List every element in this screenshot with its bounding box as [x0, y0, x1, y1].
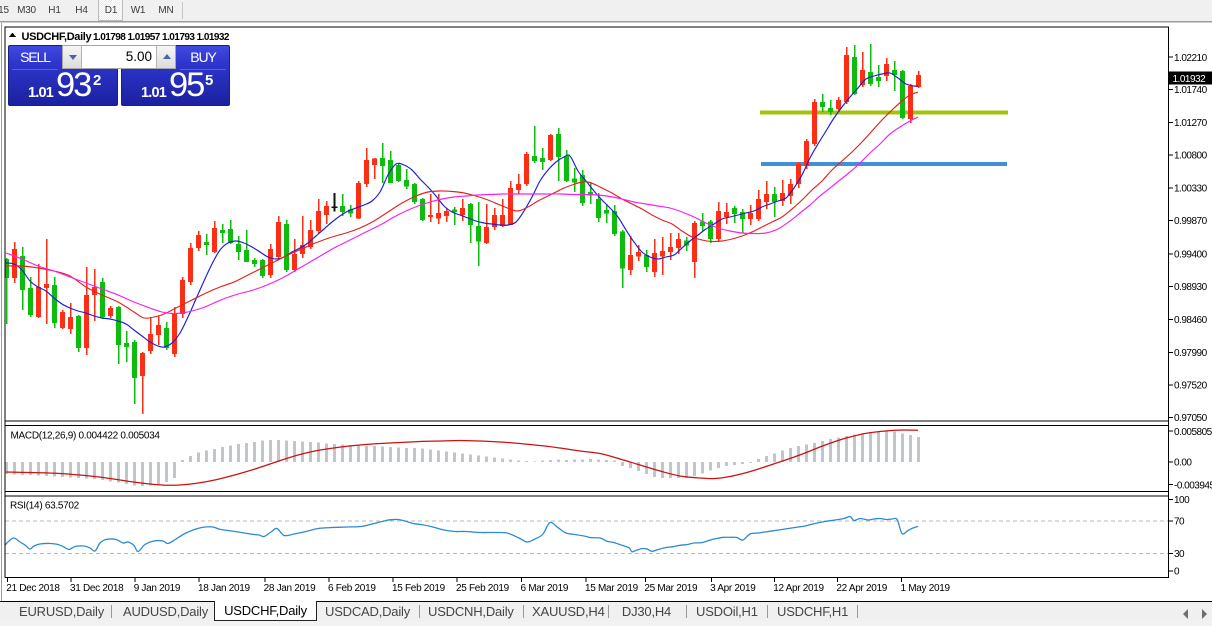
- svg-text:0.97990: 0.97990: [1174, 348, 1208, 359]
- svg-text:0.00: 0.00: [1174, 458, 1192, 469]
- svg-text:0.98930: 0.98930: [1174, 282, 1208, 293]
- svg-text:RSI(14) 63.5702: RSI(14) 63.5702: [10, 501, 80, 512]
- svg-text:22 Apr 2019: 22 Apr 2019: [836, 583, 887, 594]
- svg-text:0.97050: 0.97050: [1174, 413, 1208, 424]
- svg-text:1.01932: 1.01932: [1173, 74, 1207, 85]
- svg-text:31 Dec 2018: 31 Dec 2018: [70, 583, 124, 594]
- svg-text:12 Apr 2019: 12 Apr 2019: [773, 583, 824, 594]
- svg-text:30: 30: [1174, 549, 1185, 560]
- svg-text:0.99400: 0.99400: [1174, 250, 1208, 261]
- svg-text:9 Jan 2019: 9 Jan 2019: [134, 583, 181, 594]
- svg-text:USDCHF,Daily: USDCHF,Daily: [22, 31, 93, 43]
- svg-text:1.01740: 1.01740: [1174, 85, 1208, 96]
- svg-text:6 Mar 2019: 6 Mar 2019: [521, 583, 569, 594]
- svg-text:1.02210: 1.02210: [1174, 53, 1208, 64]
- svg-text:MACD(12,26,9) 0.004422 0.00503: MACD(12,26,9) 0.004422 0.005034: [11, 430, 161, 441]
- svg-text:0.99870: 0.99870: [1174, 216, 1208, 227]
- svg-text:1.01270: 1.01270: [1174, 118, 1208, 129]
- svg-text:70: 70: [1174, 517, 1185, 528]
- svg-text:1 May 2019: 1 May 2019: [901, 583, 951, 594]
- svg-text:6 Feb 2019: 6 Feb 2019: [328, 583, 376, 594]
- svg-text:28 Jan 2019: 28 Jan 2019: [264, 583, 316, 594]
- svg-text:0.97520: 0.97520: [1174, 381, 1208, 392]
- svg-text:0: 0: [1174, 567, 1180, 578]
- svg-text:3 Apr 2019: 3 Apr 2019: [710, 583, 756, 594]
- svg-text:15 Mar 2019: 15 Mar 2019: [585, 583, 639, 594]
- svg-text:1.00330: 1.00330: [1174, 184, 1208, 195]
- svg-text:21 Dec 2018: 21 Dec 2018: [6, 583, 60, 594]
- svg-text:-0.003945: -0.003945: [1174, 480, 1212, 491]
- svg-text:1.00800: 1.00800: [1174, 151, 1208, 162]
- svg-text:100: 100: [1174, 495, 1190, 506]
- svg-text:0.98460: 0.98460: [1174, 315, 1208, 326]
- svg-text:0.005805: 0.005805: [1174, 427, 1212, 438]
- svg-text:25 Feb 2019: 25 Feb 2019: [456, 583, 510, 594]
- svg-text:18 Jan 2019: 18 Jan 2019: [198, 583, 250, 594]
- svg-text:1.01798 1.01957 1.01793 1.0193: 1.01798 1.01957 1.01793 1.01932: [93, 32, 230, 43]
- svg-text:25 Mar 2019: 25 Mar 2019: [644, 583, 698, 594]
- svg-text:15 Feb 2019: 15 Feb 2019: [392, 583, 446, 594]
